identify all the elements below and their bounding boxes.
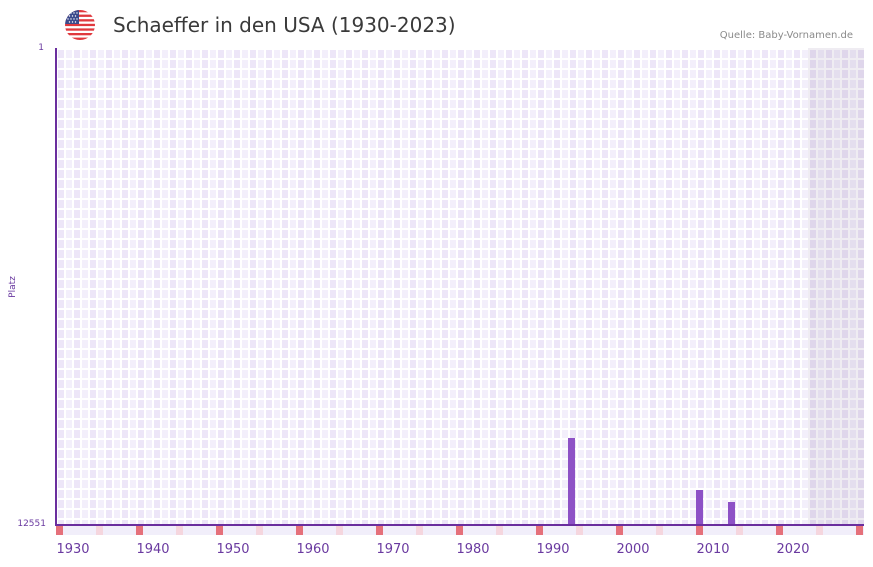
- x-tick-1930: 1930: [56, 542, 90, 557]
- x-tick-1980: 1980: [456, 542, 490, 557]
- bar-2012[interactable]: [728, 502, 735, 524]
- x-tick-1990: 1990: [536, 542, 570, 557]
- x-axis-line: [55, 524, 864, 526]
- x-tick-2020: 2020: [776, 542, 810, 557]
- y-axis-line: [55, 48, 57, 525]
- marker-1963: [336, 525, 343, 535]
- marker-2008: [696, 525, 703, 535]
- y-tick-top: 1: [38, 43, 44, 53]
- marker-1938: [136, 525, 143, 535]
- marker-1968: [376, 525, 383, 535]
- marker-1988: [536, 525, 543, 535]
- grid: [56, 48, 864, 524]
- y-axis-label: Platz: [8, 276, 18, 298]
- bar-1992[interactable]: [568, 438, 575, 524]
- plot-area: [56, 48, 864, 524]
- marker-1993: [576, 525, 583, 535]
- x-tick-2010: 2010: [696, 542, 730, 557]
- y-tick-bottom: 12551: [17, 519, 46, 529]
- marker-2003: [656, 525, 663, 535]
- chart-title: Schaeffer in den USA (1930-2023): [113, 13, 456, 37]
- marker-1978: [456, 525, 463, 535]
- x-tick-2000: 2000: [616, 542, 650, 557]
- marker-1958: [296, 525, 303, 535]
- source-label[interactable]: Quelle: Baby-Vornamen.de: [719, 30, 853, 41]
- x-tick-1970: 1970: [376, 542, 410, 557]
- marker-2023: [816, 525, 823, 535]
- marker-1998: [616, 525, 623, 535]
- marker-1973: [416, 525, 423, 535]
- x-tick-1950: 1950: [216, 542, 250, 557]
- marker-1928: [56, 525, 63, 535]
- marker-2013: [736, 525, 743, 535]
- marker-1943: [176, 525, 183, 535]
- year-marker-row: [56, 525, 864, 535]
- us-flag-icon: [65, 10, 95, 40]
- marker-1948: [216, 525, 223, 535]
- x-tick-1960: 1960: [296, 542, 330, 557]
- marker-1953: [256, 525, 263, 535]
- marker-1933: [96, 525, 103, 535]
- bar-2008[interactable]: [696, 490, 703, 524]
- marker-2018: [776, 525, 783, 535]
- marker-1983: [496, 525, 503, 535]
- marker-2028: [856, 525, 863, 535]
- future-shaded-region: [808, 48, 864, 524]
- x-tick-1940: 1940: [136, 542, 170, 557]
